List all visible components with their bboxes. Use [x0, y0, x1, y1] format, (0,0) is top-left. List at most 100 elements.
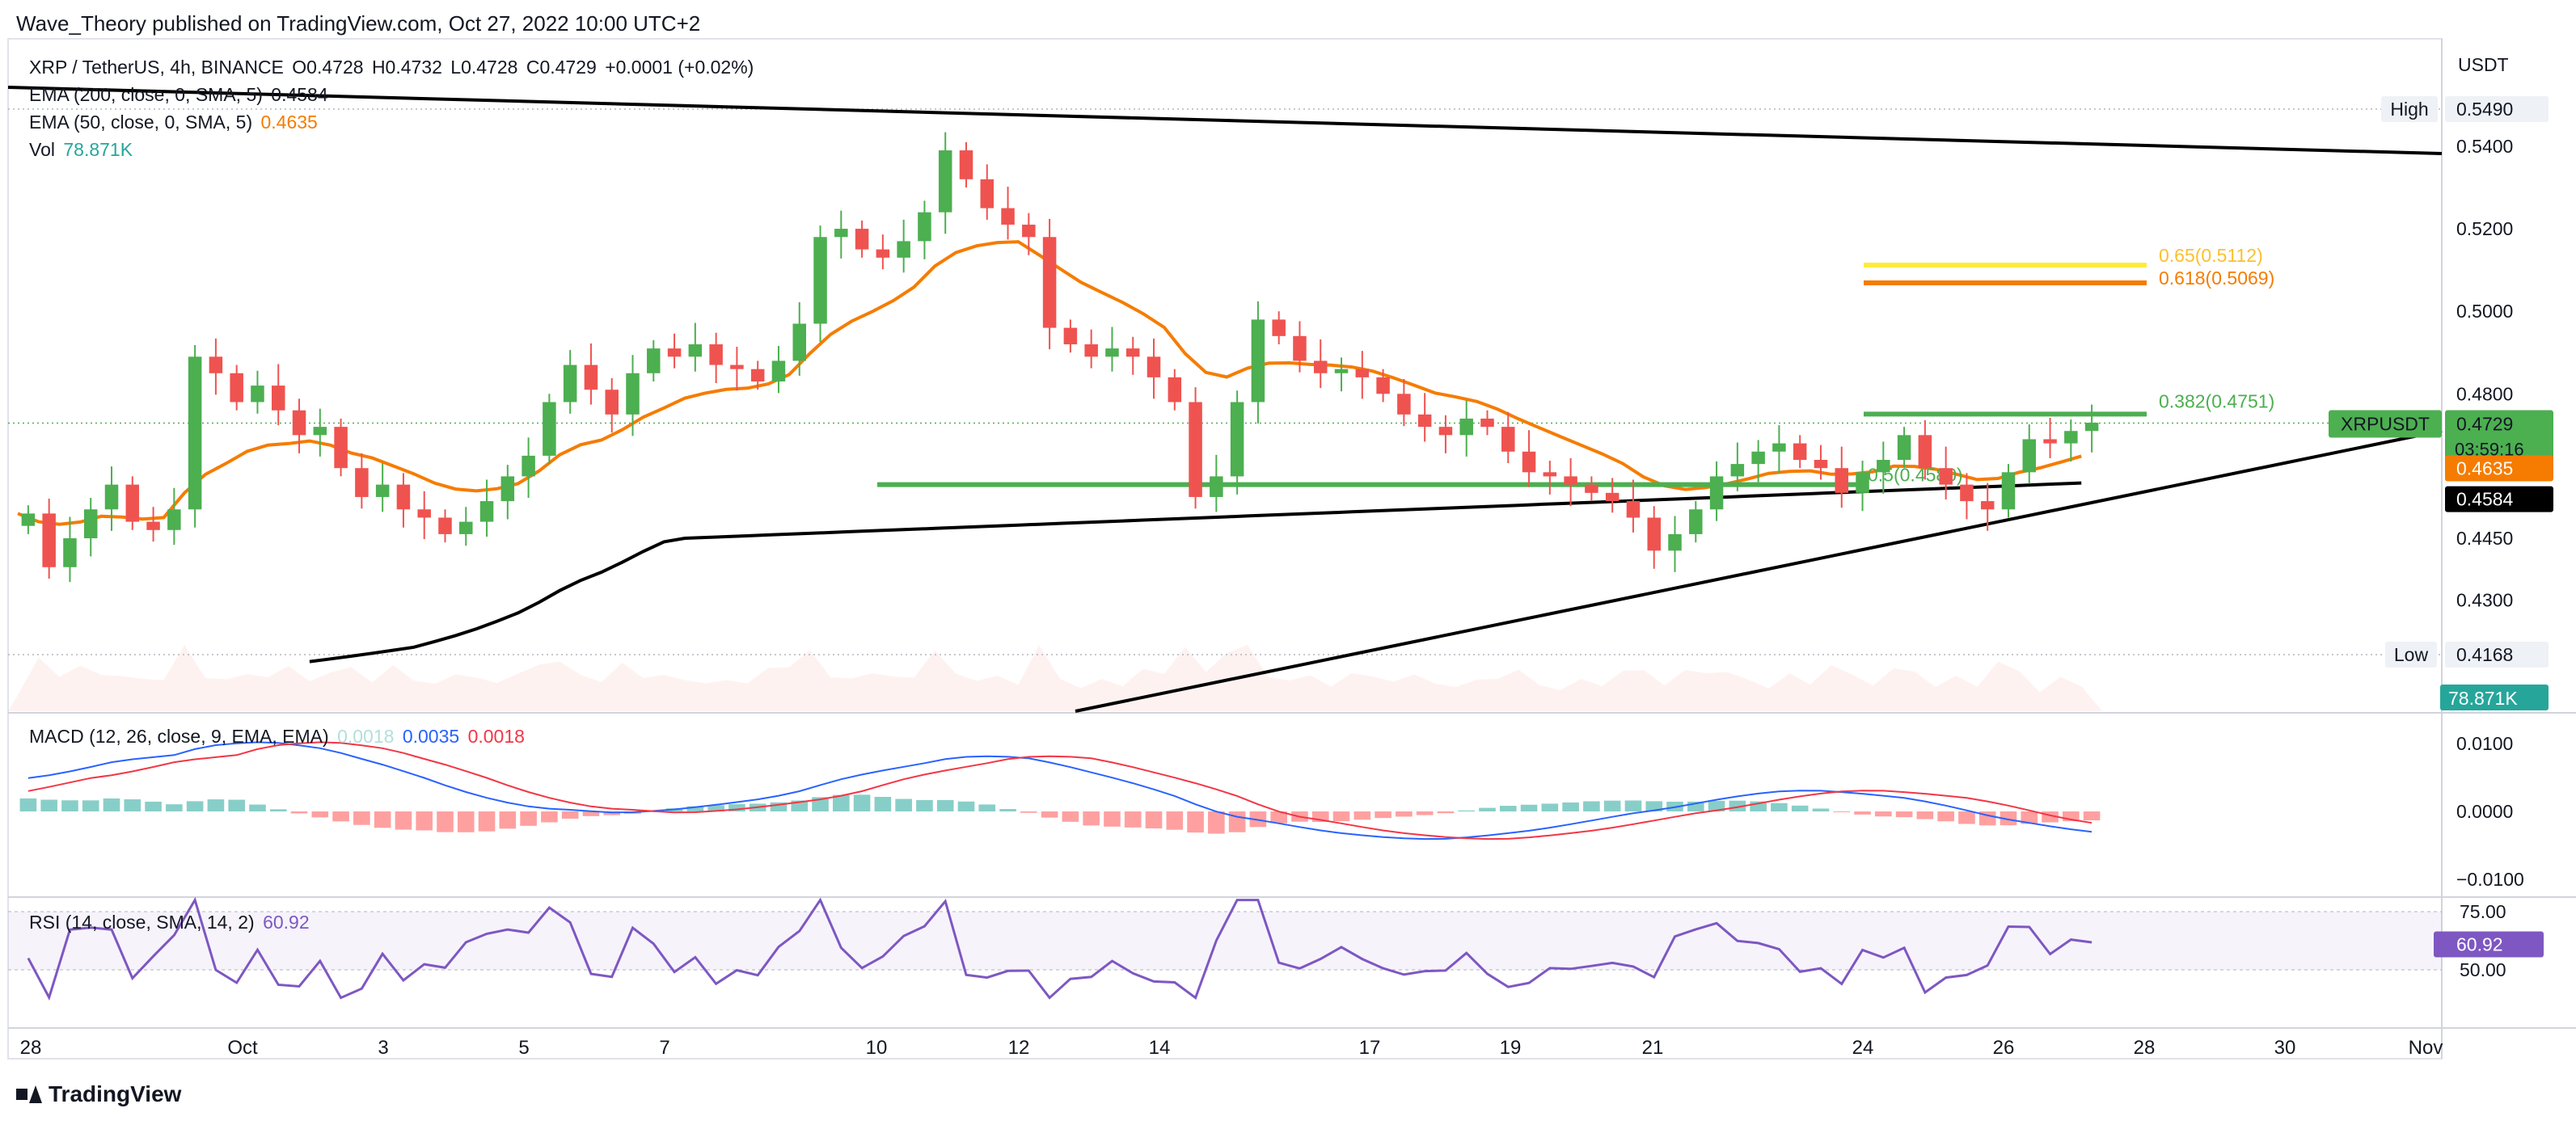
legend-volume[interactable]: Vol 78.871K — [29, 139, 136, 161]
rsi-tick: 75.00 — [2460, 901, 2506, 922]
low-value-box — [2445, 642, 2549, 668]
legend-ema200[interactable]: EMA (200, close, 0, SMA, 5) 0.4584 — [29, 84, 332, 106]
candle-down — [709, 344, 723, 365]
candle-up — [1856, 472, 1869, 493]
vol-tag: 78.871K — [2448, 688, 2518, 709]
macd-histogram-bar — [1812, 808, 1830, 811]
macd-label: MACD (12, 26, close, 9, EMA, EMA) — [29, 726, 329, 747]
candle-down — [1543, 472, 1557, 477]
candle-down — [1189, 402, 1202, 497]
candle-down — [1125, 348, 1140, 357]
candle-up — [1772, 443, 1786, 452]
macd-histogram-bar — [520, 811, 537, 826]
legend-rsi[interactable]: RSI (14, close, SMA, 14, 2) 60.92 — [29, 912, 313, 933]
candles — [21, 132, 2099, 583]
candle-up — [1751, 451, 1765, 465]
candle-down — [1293, 335, 1307, 361]
published-by: Wave_Theory published on TradingView.com… — [16, 11, 701, 36]
macd-signal-value: 0.0018 — [467, 726, 525, 747]
macd-histogram-bar — [707, 805, 724, 811]
macd-histogram-bar — [19, 798, 37, 811]
candle-down — [855, 229, 869, 250]
macd-histogram-bar — [541, 811, 558, 823]
candle-down — [1001, 208, 1015, 225]
macd-histogram-bar — [1645, 801, 1663, 811]
ema50-label: EMA (50, close, 0, SMA, 5) — [29, 112, 253, 133]
candle-down — [334, 427, 348, 469]
macd-histogram-bar — [478, 811, 496, 832]
candle-up — [918, 212, 931, 242]
candle-up — [897, 241, 910, 258]
candle-down — [1376, 377, 1390, 394]
candle-up — [1105, 348, 1119, 357]
ema50-tag-box — [2445, 455, 2553, 482]
candle-down — [272, 386, 285, 411]
macd-histogram-bar — [1874, 811, 1892, 817]
macd-histogram-bar — [290, 811, 308, 814]
candle-down — [667, 348, 682, 357]
macd-histogram-bar — [1187, 811, 1204, 833]
candle-up — [1668, 533, 1682, 551]
candle-up — [1210, 476, 1223, 497]
candle-up — [1251, 319, 1265, 402]
macd-histogram-bar — [832, 794, 850, 811]
low-value: 0.4168 — [2456, 644, 2513, 665]
low-label-box — [2385, 642, 2437, 668]
candle-down — [1939, 468, 1953, 485]
rsi-line — [27, 896, 2092, 1001]
macd-histogram-bar — [2083, 811, 2101, 821]
macd-histogram-bar — [1437, 811, 1455, 814]
macd-histogram-bar — [728, 804, 745, 811]
macd-histogram-bar — [1791, 805, 1809, 811]
price-tick: 0.4450 — [2456, 528, 2513, 549]
time-tick: Oct — [227, 1037, 258, 1059]
macd-histogram-bar — [1353, 811, 1371, 820]
candle-up — [771, 360, 786, 381]
candle-down — [1564, 476, 1577, 485]
price-tick: 0.5200 — [2456, 218, 2513, 239]
macd-histogram-bar — [353, 811, 370, 825]
candle-down — [605, 390, 619, 415]
legend-symbol-row: XRP / TetherUS, 4h, BINANCE O0.4728 H0.4… — [29, 57, 757, 78]
candle-up — [500, 476, 515, 502]
macd-histogram-bar — [395, 811, 412, 830]
ema50-value: 0.4635 — [260, 112, 318, 133]
last-price: 0.4729 — [2456, 414, 2513, 435]
macd-histogram-bar — [332, 811, 349, 822]
candle-down — [1647, 517, 1661, 551]
candle-down — [1605, 492, 1620, 502]
candle-down — [209, 356, 223, 373]
time-tick: 21 — [1642, 1037, 1664, 1059]
macd-tick: 0.0000 — [2456, 801, 2513, 822]
time-tick: 17 — [1359, 1037, 1381, 1059]
macd-histogram-bar — [1729, 800, 1746, 811]
macd-histogram-bar — [1166, 811, 1184, 830]
time-tick: 14 — [1149, 1037, 1171, 1059]
legend-ema50[interactable]: EMA (50, close, 0, SMA, 5) 0.4635 — [29, 112, 321, 133]
rsi-pane — [8, 896, 2442, 1001]
macd-hist-value: 0.0018 — [337, 726, 395, 747]
fibonacci-levels: 0.65(0.5112)0.618(0.5069)0.382(0.4751)0.… — [877, 245, 2274, 487]
macd-histogram-bar — [895, 798, 912, 811]
macd-line — [27, 741, 2092, 841]
tradingview-logo[interactable]: TradingView — [16, 1081, 181, 1107]
macd-histogram-bar — [1083, 811, 1100, 826]
macd-line-value: 0.0035 — [402, 726, 460, 747]
macd-histogram-bar — [1541, 803, 1559, 811]
legend-macd[interactable]: MACD (12, 26, close, 9, EMA, EMA) 0.0018… — [29, 726, 528, 748]
candle-down — [125, 484, 140, 522]
symbol-name[interactable]: XRP / TetherUS, 4h, BINANCE — [29, 57, 284, 78]
macd-histogram-bar — [1708, 800, 1725, 811]
candle-up — [375, 484, 390, 497]
macd-histogram-bar — [1937, 811, 1954, 822]
volume-area-shape — [8, 645, 2102, 711]
candle-down — [42, 513, 56, 567]
candle-up — [543, 402, 556, 456]
rsi-value: 60.92 — [263, 912, 310, 933]
macd-histogram-bar — [311, 811, 329, 818]
fib-0618-label: 0.618(0.5069) — [2159, 268, 2274, 289]
axis-labels: USDT 0.5400 0.5200 0.5000 0.4800 0.4450 0.4300… — [20, 54, 2553, 1059]
candle-down — [438, 517, 452, 534]
candle-up — [479, 501, 494, 522]
